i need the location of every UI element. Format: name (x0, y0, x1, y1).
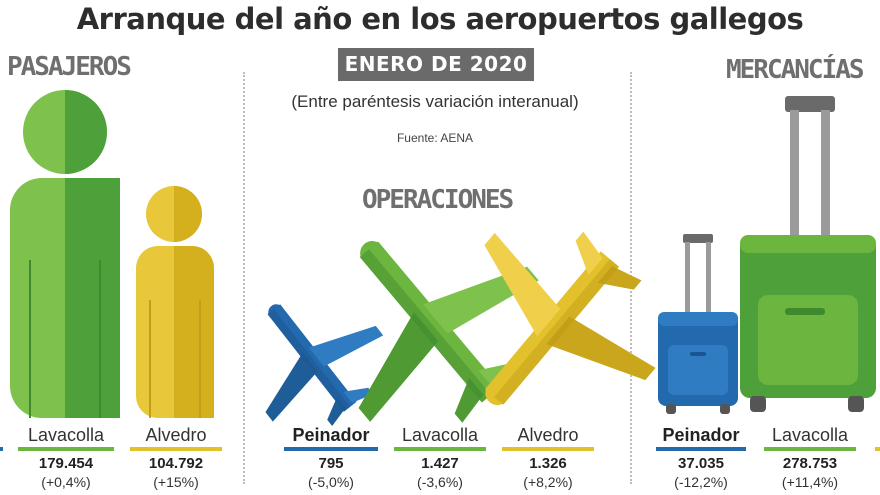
stat-change: (+0,4%) (41, 474, 91, 490)
airplane-blue-icon (265, 304, 384, 427)
source-note: Fuente: AENA (396, 131, 474, 145)
stat-value: 1.326 (529, 455, 567, 472)
passenger-figures-illustration (10, 90, 214, 418)
stat-change: (+8,2%) (523, 474, 573, 490)
airport-name: Alvedro (145, 425, 207, 445)
stat-change: (-3,6%) (417, 474, 463, 490)
airport-color-bar (764, 447, 856, 451)
airport-color-bar (656, 447, 746, 451)
airport-name: Peinador (662, 425, 740, 445)
stat-value: 179.454 (38, 455, 94, 472)
airport-name: Lavacolla (27, 425, 105, 445)
airport-name: Lavacolla (401, 425, 479, 445)
airport-name: Alvedro (517, 425, 579, 445)
airport-color-bar (18, 447, 114, 451)
stat-change: (+11,4%) (781, 474, 839, 490)
airplane-green-icon (358, 241, 539, 423)
airport-color-bar (394, 447, 486, 451)
stat-value: 795 (318, 455, 344, 472)
airplanes-illustration (265, 231, 656, 427)
mercancias-heading: MERCANCÍAS (726, 55, 865, 85)
airport-name: Lavacolla (771, 425, 849, 445)
airplane-yellow-icon (484, 231, 656, 406)
airport-name: Peinador (292, 425, 370, 445)
date-badge: ENERO DE 2020 (338, 48, 534, 81)
subtitle: (Entre paréntesis variación interanual) (291, 92, 579, 111)
airport-color-bar (284, 447, 378, 451)
stat-value: 1.427 (421, 455, 459, 472)
stat-value: 278.753 (782, 455, 838, 472)
stat-change: (-12,2%) (674, 474, 728, 490)
operaciones-heading: OPERACIONES (362, 185, 514, 215)
airport-color-bar (130, 447, 222, 451)
infographic-title: Arranque del año en los aeropuertos gall… (76, 2, 804, 36)
person-small-icon (136, 186, 214, 418)
stat-change: (-5,0%) (308, 474, 354, 490)
airport-color-bar (502, 447, 594, 451)
stat-change: (+15%) (153, 474, 199, 490)
pasajeros-heading: PASAJEROS (7, 52, 132, 82)
suitcase-large-icon (740, 96, 876, 412)
suitcases-illustration (658, 96, 876, 414)
stat-value: 37.035 (678, 455, 724, 472)
stat-value: 104.792 (148, 455, 204, 472)
person-large-icon (10, 90, 120, 418)
section-divider-left (243, 72, 245, 484)
mercancias-alvedro-bar (875, 447, 880, 451)
suitcase-small-icon (658, 234, 738, 414)
pasajeros-peinador-bar (0, 447, 3, 451)
